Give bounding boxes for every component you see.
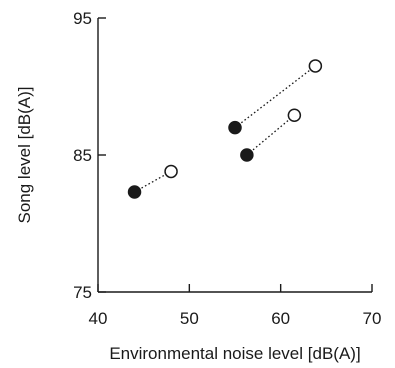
pair-connector-3 xyxy=(246,114,295,156)
x-axis-title: Environmental noise level [dB(A)] xyxy=(109,344,360,363)
axes xyxy=(97,18,372,293)
x-tick-label: 70 xyxy=(363,309,382,328)
pair-connectors xyxy=(134,65,316,193)
y-tick-label: 85 xyxy=(73,146,92,165)
pair-connector-2 xyxy=(234,65,316,129)
y-axis-title: Song level [dB(A)] xyxy=(15,86,34,223)
y-ticks: 75 85 95 xyxy=(73,9,106,302)
filled-marker-2 xyxy=(228,120,242,135)
pair-connector-1 xyxy=(134,170,172,193)
x-tick-label: 40 xyxy=(89,309,108,328)
data-points xyxy=(127,59,323,199)
x-tick-label: 50 xyxy=(180,309,199,328)
x-tick-label: 60 xyxy=(271,309,290,328)
filled-marker-1 xyxy=(127,185,142,199)
open-marker-3 xyxy=(287,108,302,123)
y-tick-label: 75 xyxy=(73,283,92,302)
filled-marker-3 xyxy=(240,148,254,162)
x-ticks: 40 50 60 70 xyxy=(89,284,382,328)
open-marker-1 xyxy=(164,164,178,179)
y-tick-label: 95 xyxy=(73,9,92,28)
open-marker-2 xyxy=(308,59,323,73)
